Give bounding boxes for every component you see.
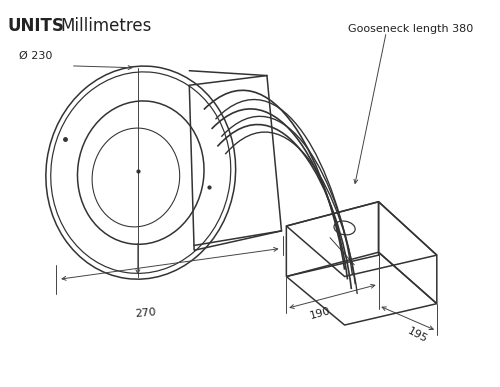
Text: Ø 230: Ø 230 [20, 51, 53, 61]
Text: 190: 190 [309, 306, 332, 321]
Text: Millimetres: Millimetres [60, 17, 152, 35]
Text: 270: 270 [134, 308, 156, 319]
Text: UNITS: UNITS [8, 17, 64, 35]
Text: 195: 195 [406, 326, 429, 345]
Text: Gooseneck length 380: Gooseneck length 380 [348, 24, 473, 34]
